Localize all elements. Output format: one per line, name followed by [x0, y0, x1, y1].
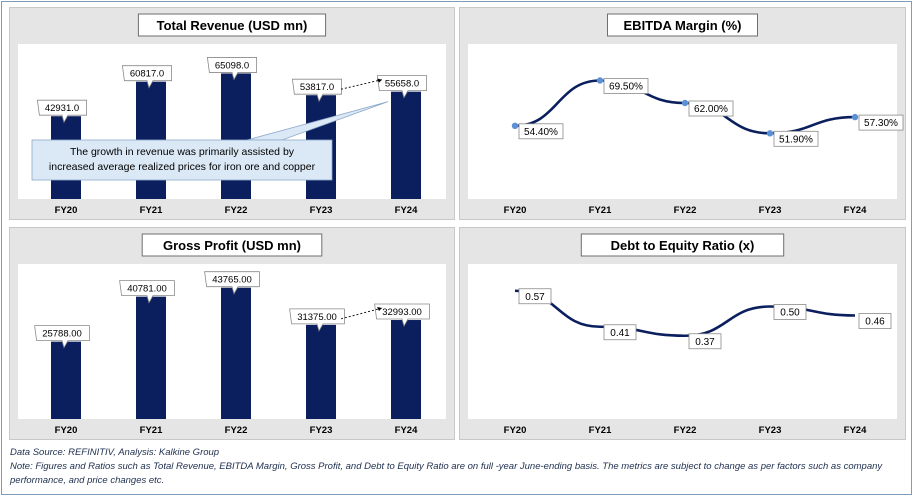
ebitda-x-label-fy20: FY20	[504, 205, 527, 216]
ebitda-x-label-fy22: FY22	[674, 205, 697, 216]
debt-x-label-fy23: FY23	[759, 425, 782, 436]
debt-chart: Debt to Equity Ratio (x) 0.57 0.41 0.37 0.50…	[468, 233, 897, 436]
debt-equity-panel: Debt to Equity Ratio (x) 0.57 0.41 0.37 0.50…	[459, 227, 906, 440]
gross-x-label-fy22: FY22	[225, 425, 248, 436]
ebitda-title: EBITDA Margin (%)	[624, 18, 742, 33]
svg-text:32993.00: 32993.00	[382, 307, 422, 318]
svg-text:0.50: 0.50	[780, 308, 800, 319]
debt-data-label-2: 0.37	[688, 333, 722, 350]
revenue-trend-arrow	[340, 79, 383, 90]
svg-text:60817.0: 60817.0	[130, 69, 164, 80]
ebitda-x-label-fy24: FY24	[844, 205, 867, 216]
gross-x-label-fy24: FY24	[395, 425, 418, 436]
debt-data-label-4: 0.46	[858, 313, 892, 329]
svg-text:40781.00: 40781.00	[127, 284, 167, 295]
debt-x-label-fy22: FY22	[674, 425, 697, 436]
svg-text:31375.00: 31375.00	[297, 312, 337, 323]
data-source: Data Source: REFINITIV, Analysis: Kalkin…	[10, 447, 220, 458]
ebitda-x-label-fy23: FY23	[759, 205, 782, 216]
revenue-title-box	[137, 13, 327, 37]
debt-title-box	[580, 233, 785, 257]
svg-text:43765.00: 43765.00	[212, 275, 252, 286]
debt-x-label-fy20: FY20	[504, 425, 527, 436]
ebitda-x-label-fy21: FY21	[589, 205, 612, 216]
note-text: Note: Figures and Ratios such as Total R…	[10, 461, 883, 486]
gross-data-label-3: 31375.00	[289, 308, 345, 332]
revenue-bar-fy24	[391, 91, 421, 199]
revenue-x-label-fy22: FY22	[225, 205, 248, 216]
ebitda-point-fy21	[596, 77, 604, 84]
ebitda-point-fy23	[766, 130, 774, 137]
debt-plot-area	[468, 264, 897, 419]
revenue-data-label-4: 55658.0	[376, 75, 427, 99]
revenue-trend-arrowhead	[377, 78, 382, 83]
svg-text:25788.00: 25788.00	[42, 329, 82, 340]
revenue-data-label-2: 65098.0	[206, 57, 257, 81]
ebitda-point-fy22	[681, 99, 689, 107]
ebitda-panel: EBITDA Margin (%) 54.40% 69.50% 62.00% 51.90…	[459, 7, 906, 220]
debt-x-label-fy21: FY21	[589, 425, 612, 436]
ebitda-data-label-2: 62.00%	[688, 100, 734, 117]
revenue-x-label-fy23: FY23	[310, 205, 333, 216]
revenue-annotation: The growth in revenue was primarily assi…	[31, 101, 389, 181]
gross-bar-fy22	[221, 287, 251, 419]
svg-text:53817.0: 53817.0	[300, 82, 334, 93]
debt-x-label-fy24: FY24	[844, 425, 867, 436]
svg-text:The growth in revenue was prim: The growth in revenue was primarily assi…	[70, 146, 295, 158]
svg-text:69.50%: 69.50%	[609, 82, 643, 93]
svg-text:0.37: 0.37	[695, 337, 715, 348]
ebitda-data-label-0: 54.40%	[518, 123, 564, 140]
svg-text:0.57: 0.57	[525, 292, 545, 303]
debt-data-label-0: 0.57	[518, 288, 552, 305]
svg-text:65098.0: 65098.0	[215, 60, 249, 71]
svg-text:51.90%: 51.90%	[779, 134, 813, 145]
gross-bar-fy24	[391, 320, 421, 419]
debt-data-label-3: 0.50	[773, 304, 807, 320]
revenue-data-label-1: 60817.0	[121, 65, 172, 89]
ebitda-data-label-4: 57.30%	[858, 114, 904, 131]
gross-x-label-fy23: FY23	[310, 425, 333, 436]
gross-title: Gross Profit (USD mn)	[163, 238, 301, 253]
ebitda-data-label-1: 69.50%	[603, 78, 649, 94]
revenue-panel: Total Revenue (USD mn) 42931.0 60817.0 6509…	[9, 7, 455, 220]
gross-trend-arrowhead	[377, 307, 382, 312]
gross-title-box	[141, 233, 323, 257]
gross-x-label-fy21: FY21	[140, 425, 163, 436]
gross-x-label-fy20: FY20	[55, 425, 78, 436]
svg-text:54.40%: 54.40%	[524, 127, 558, 138]
gross-bar-fy23	[306, 324, 336, 419]
revenue-data-label-0: 42931.0	[36, 99, 87, 124]
revenue-x-label-fy21: FY21	[140, 205, 163, 216]
ebitda-point-fy24	[851, 113, 859, 121]
gross-bar-fy21	[136, 296, 166, 419]
ebitda-title-box	[607, 13, 758, 37]
gross-data-label-1: 40781.00	[119, 280, 175, 304]
debt-data-label-1: 0.41	[603, 324, 637, 341]
svg-text:42931.0: 42931.0	[45, 103, 79, 114]
svg-text:57.30%: 57.30%	[864, 118, 898, 129]
gross-data-label-4: 32993.00	[374, 303, 430, 328]
svg-text:increased average realized pri: increased average realized prices for ir…	[49, 161, 316, 173]
svg-text:62.00%: 62.00%	[694, 104, 728, 115]
gross-chart: Gross Profit (USD mn) 25788.00 40781.00 437…	[18, 233, 446, 436]
revenue-title: Total Revenue (USD mn)	[157, 18, 308, 33]
ebitda-chart: EBITDA Margin (%) 54.40% 69.50% 62.00% 51.90…	[468, 13, 904, 216]
svg-text:0.46: 0.46	[865, 317, 885, 328]
footer-notes: Data Source: REFINITIV, Analysis: Kalkin…	[10, 446, 905, 488]
ebitda-point-fy20	[511, 122, 519, 129]
revenue-chart: Total Revenue (USD mn) 42931.0 60817.0 6509…	[18, 13, 446, 216]
gross-trend-arrow	[340, 307, 383, 320]
gross-data-label-0: 25788.00	[34, 325, 90, 349]
revenue-x-label-fy24: FY24	[395, 205, 418, 216]
revenue-x-label-fy20: FY20	[55, 205, 78, 216]
revenue-data-label-3: 53817.0	[291, 78, 342, 103]
gross-data-label-2: 43765.00	[204, 271, 260, 295]
svg-text:0.41: 0.41	[610, 328, 630, 339]
svg-text:55658.0: 55658.0	[385, 79, 419, 90]
gross-bar-fy20	[51, 341, 81, 419]
ebitda-data-label-3: 51.90%	[773, 130, 819, 147]
debt-title: Debt to Equity Ratio (x)	[611, 238, 755, 253]
gross-profit-panel: Gross Profit (USD mn) 25788.00 40781.00 437…	[9, 227, 455, 440]
